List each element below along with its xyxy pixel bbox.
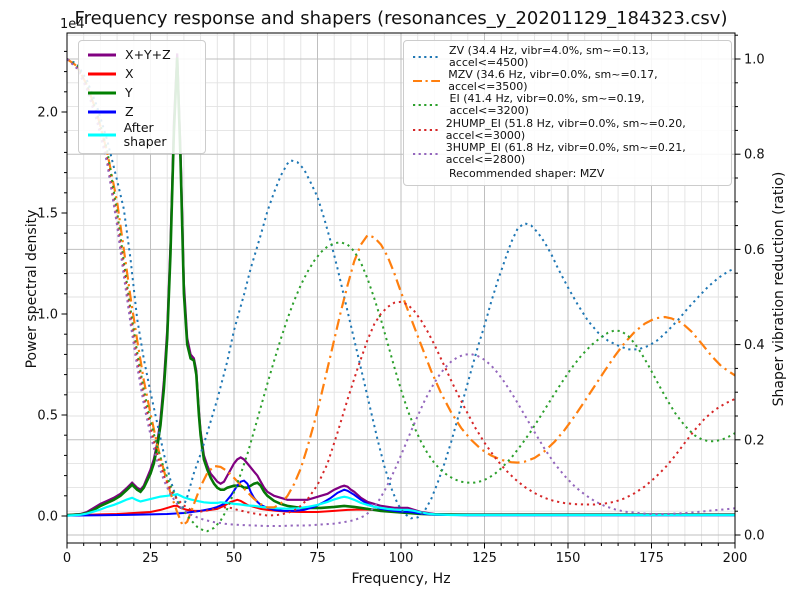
y-left-tick-label: 0.0 bbox=[37, 510, 58, 525]
legend-sample-line bbox=[88, 72, 116, 75]
y-left-tick-label: 2.0 bbox=[37, 106, 58, 121]
y-left-tick-label: 1.0 bbox=[37, 308, 58, 323]
legend-item-x: X bbox=[87, 64, 197, 83]
y-right-tick-label: 0.8 bbox=[744, 148, 765, 163]
x-tick-label: 125 bbox=[472, 551, 497, 566]
legend-label: 3HUMP_EI (61.8 Hz, vibr=0.0%, sm~=0.21, … bbox=[445, 140, 686, 166]
legend-label: X bbox=[125, 65, 134, 81]
x-tick-label: 100 bbox=[389, 551, 414, 566]
y-right-tick-label: 1.0 bbox=[744, 53, 765, 68]
ticks bbox=[61, 34, 741, 549]
x-axis-title: Frequency, Hz bbox=[351, 571, 451, 587]
series-3hump_ei bbox=[67, 58, 735, 527]
legend-label: After shaper bbox=[123, 120, 167, 149]
x-tick-label: 75 bbox=[309, 551, 326, 566]
legend-sample-line bbox=[413, 152, 438, 155]
legend-item-3hump_ei: 3HUMP_EI (61.8 Hz, vibr=0.0%, sm~=0.21, … bbox=[412, 140, 723, 166]
x-tick-label: 150 bbox=[556, 551, 581, 566]
page-title: Frequency response and shapers (resonanc… bbox=[74, 8, 728, 29]
legend-item-y: Y bbox=[87, 83, 197, 102]
legend-item-ei: EI (41.4 Hz, vibr=0.0%, sm~=0.19, accel<… bbox=[412, 93, 723, 117]
legend-item-sum: X+Y+Z bbox=[87, 45, 197, 64]
legend-item-mzv: MZV (34.6 Hz, vibr=0.0%, sm~=0.17, accel… bbox=[412, 69, 723, 93]
legend-sample-line bbox=[413, 128, 438, 131]
recommended-shaper-note: Recommended shaper: MZV bbox=[449, 166, 605, 180]
legend-label: X+Y+Z bbox=[125, 46, 171, 62]
legend-sample-line bbox=[88, 110, 116, 113]
series-y bbox=[67, 57, 735, 517]
left-axis-title: Power spectral density bbox=[24, 209, 40, 369]
y-right-tick-label: 0.2 bbox=[744, 433, 765, 448]
legend-item-after_shaper: After shaper bbox=[87, 121, 197, 149]
x-tick-label: 200 bbox=[723, 551, 748, 566]
legend-label: EI (41.4 Hz, vibr=0.0%, sm~=0.19, accel<… bbox=[449, 92, 645, 118]
legend-label: ZV (34.4 Hz, vibr=4.0%, sm~=0.13, accel<… bbox=[449, 44, 650, 70]
series-z bbox=[67, 479, 735, 517]
legend-sample-line bbox=[413, 80, 441, 83]
y-axis-offset-label: 1e4 bbox=[60, 17, 85, 32]
series-2hump_ei bbox=[67, 58, 735, 517]
legend-sample-line bbox=[88, 91, 116, 94]
x-tick-label: 50 bbox=[226, 551, 243, 566]
legend-item-z: Z bbox=[87, 102, 197, 121]
x-tick-label: 25 bbox=[142, 551, 159, 566]
y-left-tick-label: 1.5 bbox=[37, 207, 58, 222]
legend-label: Z bbox=[125, 103, 134, 119]
tick-labels: 0 25 50 75 100 125 150 175 200 0.0 0.5 1.0 1.5 2.0 0.0… bbox=[37, 53, 764, 567]
legend-sample-line bbox=[413, 104, 441, 107]
legend-psd: X+Y+Z X Y Z After shaper bbox=[78, 40, 206, 154]
x-tick-label: 0 bbox=[63, 551, 71, 566]
series-zv bbox=[67, 58, 735, 520]
y-left-tick-label: 0.5 bbox=[37, 409, 58, 424]
legend-label: Y bbox=[125, 84, 133, 100]
legend-sample-line bbox=[88, 133, 116, 137]
legend-sample-line bbox=[88, 53, 116, 56]
legend-sample-line bbox=[413, 56, 441, 59]
x-tick-label: 175 bbox=[639, 551, 664, 566]
legend-item-zv: ZV (34.4 Hz, vibr=4.0%, sm~=0.13, accel<… bbox=[412, 44, 723, 70]
series-after_shaper bbox=[67, 493, 735, 517]
legend-label: 2HUMP_EI (51.8 Hz, vibr=0.0%, sm~=0.20, … bbox=[445, 116, 686, 142]
y-right-tick-label: 0.4 bbox=[744, 338, 765, 353]
legend-item-2hump_ei: 2HUMP_EI (51.8 Hz, vibr=0.0%, sm~=0.20, … bbox=[412, 116, 723, 142]
series-mzv bbox=[67, 58, 735, 528]
right-axis-title: Shaper vibration reduction (ratio) bbox=[771, 171, 787, 407]
y-right-tick-label: 0.0 bbox=[744, 529, 765, 544]
y-right-tick-label: 0.6 bbox=[744, 243, 765, 258]
legend-label: MZV (34.6 Hz, vibr=0.0%, sm~=0.17, accel… bbox=[448, 68, 658, 94]
curves bbox=[67, 53, 735, 533]
legend-shapers: ZV (34.4 Hz, vibr=4.0%, sm~=0.13, accel<… bbox=[403, 40, 732, 186]
